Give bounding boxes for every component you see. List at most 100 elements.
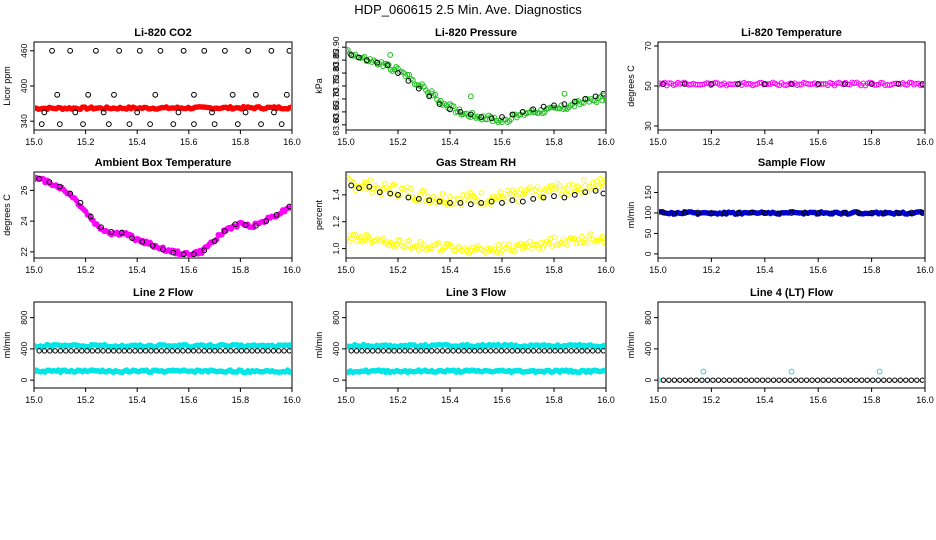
data-point (222, 47, 228, 54)
data-point (386, 348, 392, 354)
data-point (260, 348, 266, 354)
data-point (77, 199, 84, 206)
series-line-4-flow-avg (659, 368, 883, 383)
data-point (726, 377, 733, 383)
data-point (52, 348, 58, 354)
curve-point (497, 188, 503, 195)
series-line-3-flow-samples (348, 348, 605, 354)
data-point (589, 348, 596, 354)
marks (35, 174, 291, 257)
y-tick-label: 70 (643, 41, 653, 51)
curve-point (547, 235, 554, 242)
data-point (571, 98, 578, 105)
data-point (396, 348, 403, 354)
curve-point (512, 248, 518, 255)
data-point (80, 121, 86, 128)
data-point (418, 348, 424, 354)
data-point (467, 93, 474, 100)
data-point (743, 377, 749, 383)
x-tick-label: 16.0 (283, 265, 301, 275)
data-point (211, 238, 218, 245)
data-point (895, 210, 902, 216)
series-line-3-flow-low (347, 367, 605, 376)
x-tick-label: 15.6 (493, 265, 511, 275)
x-tick-label: 15.8 (545, 137, 563, 147)
y-axis-label: degrees C (626, 65, 636, 107)
data-point (147, 121, 154, 128)
data-point (436, 198, 443, 205)
y-tick-label: 800 (19, 310, 29, 324)
data-point (704, 377, 711, 383)
curve-point (514, 192, 520, 199)
data-point (402, 348, 408, 354)
x-tick-label: 15.4 (756, 395, 774, 405)
data-point (881, 377, 887, 383)
data-point (111, 91, 117, 98)
curve-point (577, 240, 583, 246)
panel-li-820-co2: Li-820 CO2 15.0 15.2 15.4 15.6 15.8 16.0 340 400… (2, 27, 301, 147)
data-point (573, 348, 580, 354)
x-tick-label: 15.0 (337, 395, 355, 405)
data-point (466, 348, 472, 354)
curve-point (545, 188, 552, 195)
data-point (180, 348, 186, 354)
curve-point (556, 182, 563, 189)
data-point (180, 251, 187, 257)
data-point (700, 368, 707, 375)
band-point (906, 79, 913, 86)
panel-title: Li-820 Temperature (741, 27, 842, 39)
data-point (185, 348, 191, 354)
series-line-4-flow-samples (660, 377, 924, 383)
curve-point (380, 185, 386, 192)
curve-point (517, 186, 524, 192)
data-point (384, 62, 391, 69)
curve-point (501, 241, 507, 247)
curve-point (404, 71, 411, 78)
data-point (49, 47, 55, 54)
x-tick-label: 15.6 (493, 395, 511, 405)
data-point (271, 109, 277, 116)
data-point (56, 183, 63, 190)
curve-point (567, 189, 574, 195)
data-point (374, 59, 381, 66)
x-tick-label: 15.8 (863, 265, 881, 275)
x-tick-label: 15.6 (809, 395, 827, 405)
data-point (67, 190, 74, 197)
data-point (98, 224, 104, 231)
data-point (828, 210, 835, 217)
data-point (152, 91, 159, 98)
data-point (842, 210, 848, 216)
data-point (831, 377, 837, 383)
x-tick-label: 16.0 (916, 265, 934, 275)
curve-point (463, 192, 470, 199)
curve-point (361, 237, 368, 244)
y-tick-label: 0 (19, 378, 29, 383)
curve-point (408, 185, 414, 192)
y-axis-label: ml/min (626, 202, 636, 229)
series-line-2-flow-high (35, 341, 291, 350)
data-point (671, 210, 677, 217)
data-point (191, 251, 197, 257)
data-point (201, 47, 208, 54)
curve-point (358, 234, 364, 240)
data-point (142, 348, 149, 354)
curve-point (569, 181, 576, 188)
marks (659, 79, 924, 89)
data-point (775, 210, 782, 217)
curve-point (536, 189, 542, 195)
x-tick-label: 15.8 (545, 395, 563, 405)
data-point (715, 377, 722, 383)
data-point (348, 348, 354, 354)
x-tick-label: 15.4 (128, 395, 146, 405)
x-tick-label: 16.0 (597, 395, 615, 405)
curve-point (417, 238, 424, 245)
data-point (359, 348, 365, 354)
data-point (903, 377, 909, 383)
y-tick-label: 0 (643, 378, 653, 383)
data-point (568, 348, 574, 354)
data-point (895, 81, 902, 87)
marks (35, 341, 291, 376)
y-tick-label: 83.80 (331, 62, 341, 84)
curve-point (456, 196, 463, 203)
series-line-3-flow-high (347, 341, 605, 350)
